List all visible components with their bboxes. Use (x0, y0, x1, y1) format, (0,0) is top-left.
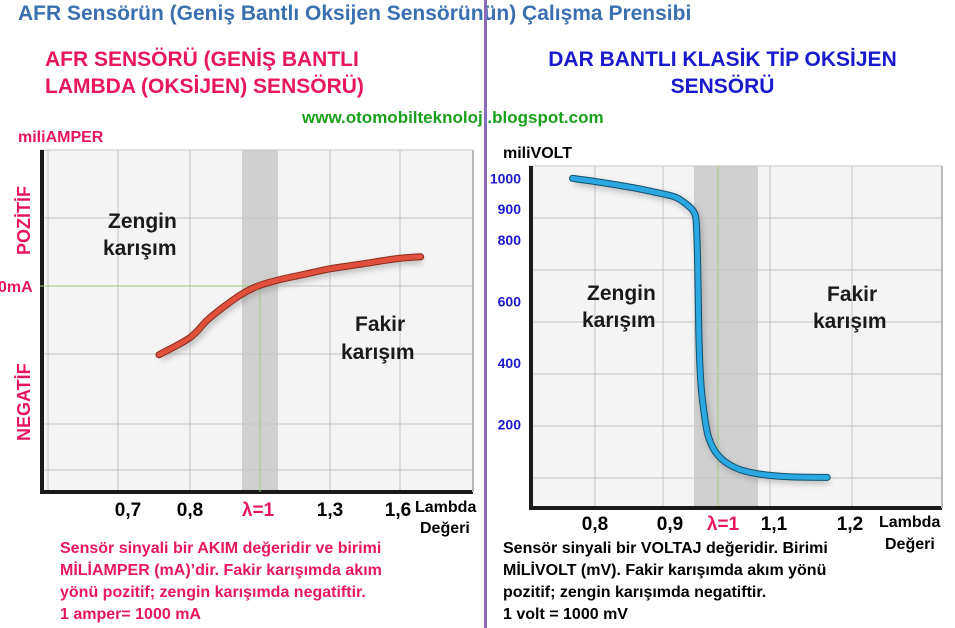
narrowband-x-ticks: 0,8 0,9 λ=1 1,1 1,2 (582, 514, 863, 535)
narrowband-x-tick-label: 1,2 (837, 514, 863, 535)
afr-annotation-rich: Zengin karışım (103, 210, 177, 260)
afr-lean-line-1: Fakir (355, 313, 405, 336)
afr-positive-label: POZİTİF (14, 186, 34, 255)
narrowband-y-tick-label: 200 (498, 416, 522, 432)
narrowband-x-tick-label: 0,9 (657, 514, 683, 535)
afr-explanation-line: yönü pozitif; zengin karışımda negatifti… (60, 584, 366, 601)
afr-grid (40, 149, 473, 492)
narrowband-y-tick-label: 800 (498, 232, 522, 248)
afr-x-tick-label: 0,7 (115, 500, 141, 521)
afr-annotation-lean: Fakir karışım (341, 313, 415, 364)
afr-explanation-line: Sensör sinyali bir AKIM değeridir ve bir… (60, 540, 382, 557)
narrowband-x-tick-label: 1,1 (761, 514, 788, 535)
left-heading-line: LAMBDA (OKSİJEN) SENSÖRÜ) (45, 75, 364, 98)
narrowband-annotation-rich: Zengin karışım (582, 282, 656, 332)
afr-negative-label: NEGATİF (14, 363, 34, 441)
right-heading-line: SENSÖRÜ (670, 75, 775, 98)
afr-x-axis-label-2: Değeri (420, 520, 470, 537)
narrowband-explanation-line: Sensör sinyali bir VOLTAJ değeridir. Bir… (503, 540, 828, 557)
narrowband-y-tick-label: 1000 (490, 170, 521, 186)
afr-y-axis-label: miliAMPER (18, 129, 104, 146)
afr-y-tick-zero: 0mA (0, 279, 33, 296)
afr-x-tick-label: λ=1 (242, 500, 275, 521)
narrowband-x-tick-label: 0,8 (582, 514, 608, 535)
narrowband-explanation-line: MİLİVOLT (mV). Fakir karışımda akım yönü (503, 562, 827, 579)
panel-divider (484, 0, 487, 628)
afr-x-tick-label: 1,3 (317, 500, 343, 521)
narrowband-explanation-line: pozitif; zengin karışımda negatiftir. (503, 584, 767, 601)
afr-x-axis-label-1: Lambda (415, 499, 476, 516)
narrowband-lean-line-1: Fakir (827, 283, 877, 306)
narrowband-explanation: Sensör sinyali bir VOLTAJ değeridir. Bir… (503, 538, 828, 626)
afr-rich-line-1: Zengin (108, 210, 177, 233)
blog-url: www.otomobilteknoloji.blogspot.com (302, 108, 604, 127)
afr-series-line (156, 254, 424, 358)
afr-x-tick-label: 1,6 (385, 500, 411, 521)
afr-explanation-line: 1 amper= 1000 mA (60, 606, 201, 623)
narrowband-grid (529, 165, 942, 508)
narrowband-plot-area (529, 165, 943, 510)
page-title: AFR Sensörün (Geniş Bantlı Oksijen Sensö… (18, 2, 692, 25)
narrowband-y-axis-label: miliVOLT (503, 145, 572, 162)
narrowband-y-ticks: 1000 900 800 600 400 200 (490, 170, 521, 432)
afr-lean-line-2: karışım (341, 341, 415, 364)
left-chart-heading: AFR SENSÖRÜ (GENİŞ BANTLI LAMBDA (OKSİJE… (45, 46, 364, 100)
right-heading-line: DAR BANTLI KLASİK TİP OKSİJEN (548, 48, 897, 71)
narrowband-explanation-line: 1 volt = 1000 mV (503, 606, 628, 623)
narrowband-rich-line-1: Zengin (587, 282, 656, 305)
afr-x-ticks: 0,7 0,8 λ=1 1,3 1,6 (115, 500, 411, 521)
afr-chart: miliAMPER 0mA POZİTİF NEGATİF 0,7 0,8 λ=1 1… (0, 129, 476, 537)
afr-x-tick-label: 0,8 (177, 500, 203, 521)
narrowband-series-line (570, 175, 830, 480)
narrowband-y-tick-label: 400 (498, 355, 522, 371)
narrowband-x-axis-label-2: Değeri (885, 536, 935, 553)
afr-explanation-line: MİLİAMPER (mA)’dir. Fakir karışımda akım (60, 562, 382, 579)
afr-explanation: Sensör sinyali bir AKIM değeridir ve bir… (60, 538, 382, 626)
narrowband-y-tick-label: 600 (498, 293, 522, 309)
afr-plot-area (40, 149, 474, 494)
left-heading-line: AFR SENSÖRÜ (GENİŞ BANTLI (45, 48, 359, 71)
afr-rich-line-2: karışım (103, 237, 177, 260)
narrowband-x-axis-label-1: Lambda (879, 514, 940, 531)
narrowband-x-tick-label: λ=1 (707, 514, 740, 535)
narrowband-annotation-lean: Fakir karışım (813, 283, 887, 333)
narrowband-chart: miliVOLT 1000 900 800 600 400 200 0,8 0,9 λ=1 1,… (490, 145, 943, 553)
narrowband-rich-line-2: karışım (582, 309, 656, 332)
right-chart-heading: DAR BANTLI KLASİK TİP OKSİJEN SENSÖRÜ (500, 46, 945, 100)
narrowband-lean-line-2: karışım (813, 310, 887, 333)
narrowband-y-tick-label: 900 (498, 201, 522, 217)
